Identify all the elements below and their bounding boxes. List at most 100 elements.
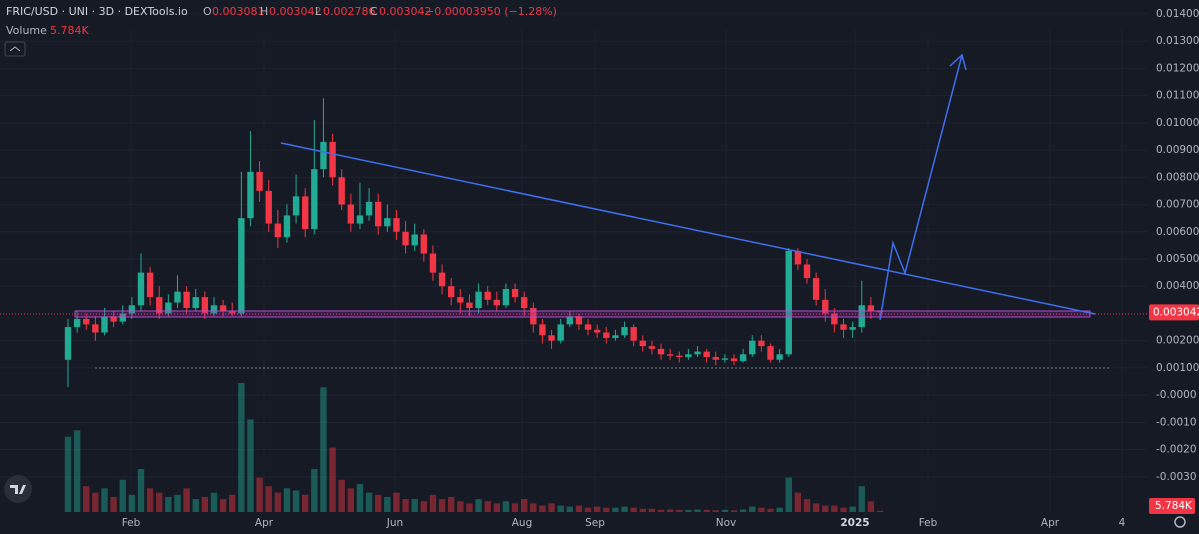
collapse-button[interactable] bbox=[4, 41, 26, 57]
candle-body bbox=[557, 324, 564, 341]
y-tick-label: -0.0000 bbox=[1156, 389, 1197, 401]
price-badge bbox=[1149, 304, 1199, 321]
volume-bar bbox=[557, 505, 564, 512]
volume-bar bbox=[621, 506, 628, 512]
candle-body bbox=[247, 171, 254, 219]
volume-bar bbox=[356, 484, 364, 512]
volume-bar bbox=[192, 499, 199, 512]
candle-body bbox=[73, 318, 81, 328]
candle-body bbox=[767, 346, 774, 360]
volume-bar bbox=[502, 501, 510, 512]
volume-bar bbox=[712, 510, 719, 512]
o-key: O bbox=[203, 5, 212, 18]
candle-body bbox=[183, 291, 190, 309]
logo-mark bbox=[10, 485, 26, 494]
x-tick-label: 4 bbox=[1119, 517, 1126, 529]
volume-bar bbox=[256, 477, 263, 512]
candle-body bbox=[721, 358, 729, 360]
volume-bar bbox=[119, 479, 126, 512]
candle-body bbox=[539, 324, 546, 336]
volume-bar bbox=[347, 488, 355, 512]
candle-body bbox=[101, 316, 108, 333]
candle-body bbox=[347, 204, 355, 224]
volume-bar bbox=[520, 499, 528, 512]
y-tick-label: 0.01300 bbox=[1156, 35, 1199, 47]
candle-body bbox=[238, 218, 245, 314]
volume-label: 5.784K bbox=[1155, 500, 1193, 512]
volume-bar bbox=[776, 507, 783, 512]
volume-bar bbox=[402, 499, 409, 512]
volume-bar bbox=[530, 503, 537, 512]
volume-bar bbox=[630, 507, 637, 512]
projection-arrow bbox=[879, 54, 963, 321]
volume-bar bbox=[420, 501, 428, 512]
candle-body bbox=[219, 305, 227, 311]
candle-body bbox=[165, 302, 172, 314]
volume-bar bbox=[128, 494, 136, 512]
volume-bar bbox=[83, 486, 90, 512]
candle-body bbox=[685, 354, 692, 358]
x-tick-label: Apr bbox=[255, 517, 274, 529]
candle-body bbox=[703, 351, 710, 358]
candle-body bbox=[365, 201, 373, 216]
candle-body bbox=[384, 218, 391, 227]
volume-bar bbox=[794, 492, 802, 512]
candle-body bbox=[876, 311, 884, 313]
volume-bar bbox=[92, 492, 99, 512]
volume-bar bbox=[165, 496, 172, 512]
volume-bar bbox=[384, 496, 391, 512]
volume-bar bbox=[274, 492, 282, 512]
candle-body bbox=[730, 358, 738, 362]
volume-bar bbox=[429, 494, 437, 512]
y-tick-label: -0.0020 bbox=[1156, 444, 1197, 456]
candle-body bbox=[840, 324, 847, 330]
x-tick-label: Apr bbox=[1041, 517, 1060, 529]
candle-body bbox=[438, 272, 446, 287]
volume-bar bbox=[703, 509, 710, 512]
candle-body bbox=[867, 305, 875, 312]
candles bbox=[64, 98, 884, 387]
volume-bar bbox=[584, 507, 592, 512]
candle-body bbox=[411, 234, 418, 246]
candle-body bbox=[739, 354, 747, 362]
h-key: H bbox=[260, 5, 268, 18]
settings-button[interactable] bbox=[1174, 516, 1186, 528]
candle-body bbox=[229, 310, 236, 314]
volume-bar bbox=[593, 506, 601, 512]
candle-body bbox=[265, 190, 272, 224]
candle-body bbox=[831, 313, 838, 325]
volume-bar bbox=[110, 496, 117, 512]
candle-body bbox=[64, 327, 72, 360]
candle-body bbox=[566, 316, 573, 325]
volume-bar bbox=[64, 436, 72, 512]
volume-bar bbox=[201, 496, 209, 512]
x-tick-label: Nov bbox=[716, 517, 737, 529]
candle-body bbox=[83, 318, 90, 325]
candle-body bbox=[520, 297, 528, 309]
candle-body bbox=[694, 351, 701, 355]
candle-body bbox=[283, 215, 291, 238]
volume-bar bbox=[475, 499, 482, 512]
volume-bar bbox=[365, 492, 373, 512]
y-tick-label: -0.0010 bbox=[1156, 416, 1197, 428]
candle-body bbox=[584, 324, 592, 330]
candle-body bbox=[822, 299, 829, 314]
volume-bar bbox=[721, 509, 729, 512]
x-tick-label: Feb bbox=[122, 517, 141, 529]
candle-body bbox=[320, 141, 327, 170]
candle-body bbox=[457, 297, 464, 303]
volume-bar bbox=[393, 492, 400, 512]
candle-body bbox=[429, 253, 437, 273]
volume-bar bbox=[320, 387, 327, 512]
volume-bar bbox=[156, 492, 163, 512]
candle-body bbox=[420, 234, 428, 254]
candle-body bbox=[849, 327, 856, 330]
volume-bar bbox=[457, 501, 464, 512]
candle-body bbox=[393, 218, 400, 232]
volume-bar bbox=[338, 479, 345, 512]
y-tick-label: 0.01200 bbox=[1156, 62, 1199, 74]
x-tick-label: Sep bbox=[585, 517, 605, 529]
